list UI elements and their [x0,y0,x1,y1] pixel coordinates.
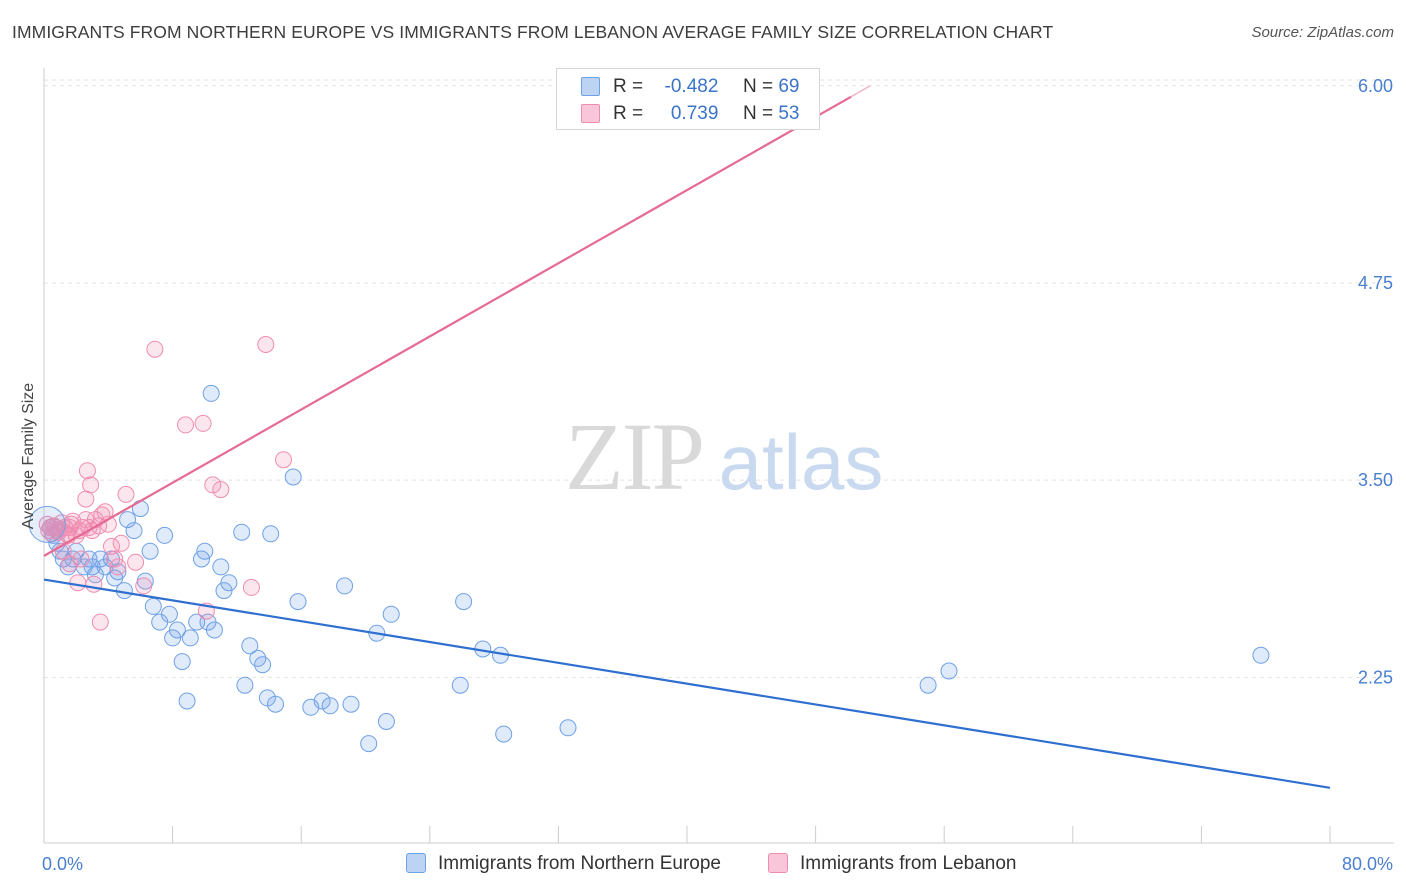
point-lebanon [77,490,95,508]
watermark: ZIP atlas [565,403,883,510]
series-swatch-pink [768,853,788,873]
point-northern-europe [313,692,331,710]
series-swatch-blue [406,853,426,873]
point-lebanon [112,534,130,552]
legend-n-label: N = [742,76,774,97]
point-northern-europe [262,525,280,543]
point-northern-europe [284,468,302,486]
point-northern-europe [178,692,196,710]
point-lebanon [69,574,87,592]
point-northern-europe [336,577,354,595]
point-northern-europe [321,697,339,715]
y-tick-label: 3.50 [1358,470,1393,490]
point-northern-europe [495,725,513,743]
point-lebanon [275,451,292,469]
point-northern-europe [160,605,178,623]
trend-line-lebanon-extension [850,85,871,98]
point-northern-europe [289,593,307,611]
trend-line-lebanon [43,95,852,557]
point-lebanon [103,537,120,555]
chart-title: IMMIGRANTS FROM NORTHERN EUROPE VS IMMIG… [12,22,1054,42]
point-lebanon [91,613,109,631]
point-lebanon [96,503,114,521]
point-lebanon [257,336,275,353]
point-northern-europe [220,574,238,592]
point-cluster [28,505,66,543]
point-northern-europe [940,662,958,680]
watermark-zip: ZIP [565,403,703,510]
point-northern-europe [173,653,191,671]
point-lebanon [242,578,260,596]
point-northern-europe [377,713,395,730]
legend-n-value: 53 [778,103,800,124]
legend-swatch-pink [581,104,600,123]
point-lebanon [204,476,222,494]
legend-n-value: 69 [778,76,800,97]
point-northern-europe [141,542,159,560]
point-northern-europe [233,523,251,541]
point-lebanon [78,462,96,480]
data-points [28,74,1270,753]
point-northern-europe [109,563,127,581]
point-northern-europe [451,676,469,694]
trend-line-northern-europe [43,578,1331,789]
point-lebanon [109,558,127,576]
point-northern-europe [559,719,577,737]
series-legend-label: Immigrants from Northern Europe [438,853,721,874]
correlation-legend: R = -0.482 N = 69 R = 0.739 N = 53 [556,68,820,130]
axes [43,68,1394,844]
point-lebanon [127,553,145,571]
point-northern-europe [236,676,254,694]
series-legend-label: Immigrants from Lebanon [800,853,1017,874]
y-axis-label: Average Family Size [20,383,37,530]
point-northern-europe [181,629,199,647]
legend-swatch-blue [581,77,600,96]
point-northern-europe [168,621,186,639]
point-lebanon [146,340,164,358]
point-northern-europe [1252,646,1270,664]
trend-lines [43,85,1331,789]
point-lebanon [212,481,230,499]
point-northern-europe [382,605,400,623]
legend-r-value: 0.739 [670,103,719,124]
y-tick-label: 6.00 [1358,76,1393,96]
watermark-atlas: atlas [719,418,884,506]
point-lebanon [135,577,153,595]
point-northern-europe [254,656,272,674]
legend-r-value: -0.482 [664,76,719,97]
point-northern-europe [919,676,937,694]
point-northern-europe [212,558,230,576]
point-northern-europe [119,511,137,529]
point-lebanon [177,416,194,434]
point-lebanon [117,485,135,503]
legend-r-label: R = [613,76,644,97]
point-northern-europe [342,695,360,713]
y-tick-label: 2.25 [1358,667,1393,687]
point-northern-europe [156,526,174,544]
chart-source: Source: ZipAtlas.com [1251,24,1394,41]
point-northern-europe [196,542,214,560]
point-lebanon [72,550,90,568]
point-northern-europe [164,629,182,647]
point-northern-europe [125,522,143,540]
tick-labels: 2.25 3.50 4.75 6.00 0.0% 80.0% [42,76,1393,874]
y-tick-label: 4.75 [1358,273,1393,293]
x-tick-label: 0.0% [42,854,83,874]
point-lebanon [82,476,100,494]
point-northern-europe [205,621,223,639]
legend-n-label: N = [742,103,774,124]
point-northern-europe [360,735,378,753]
x-tick-label: 80.0% [1342,854,1393,874]
point-lebanon [85,575,103,593]
point-northern-europe [241,637,259,655]
point-northern-europe [267,695,284,713]
point-northern-europe [144,597,162,615]
legend-r-label: R = [613,103,644,124]
point-northern-europe [455,593,473,611]
point-lebanon [194,414,212,432]
point-lebanon [61,555,79,573]
point-northern-europe [202,384,220,402]
